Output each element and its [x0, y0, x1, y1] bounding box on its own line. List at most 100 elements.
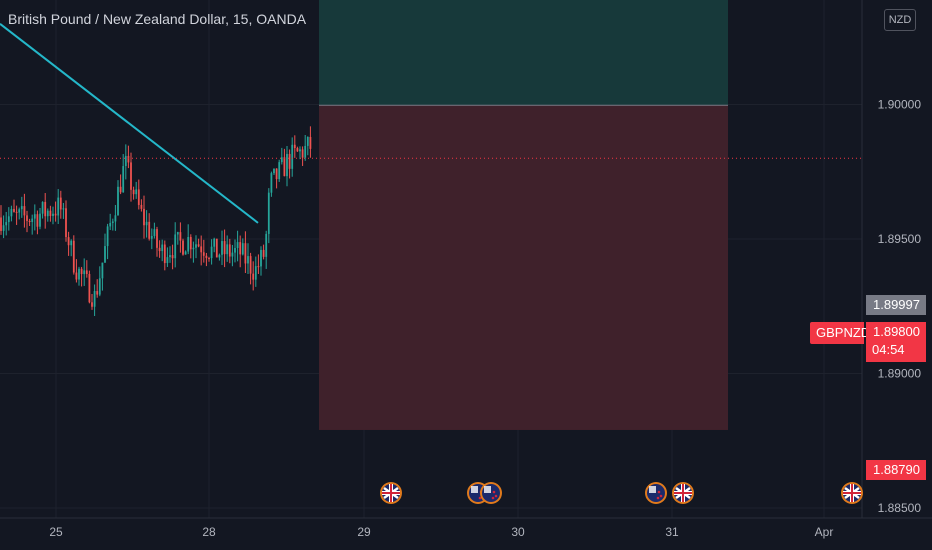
candle-body [223, 241, 226, 255]
time-tick-label: 28 [202, 525, 216, 539]
candle-body [59, 197, 62, 210]
candle-body [83, 270, 86, 275]
symbol-tag: GBPNZD [810, 322, 870, 344]
candle-body [72, 240, 75, 273]
candle-body [153, 229, 156, 236]
candle-body [304, 145, 307, 158]
candle-body [114, 215, 117, 222]
candle-body [111, 221, 114, 223]
candle-body [166, 257, 169, 264]
candle-body [41, 201, 44, 214]
candle-body [75, 272, 78, 280]
price-tick-label: 1.89500 [878, 232, 922, 246]
candle-body [106, 226, 109, 247]
candle-body [195, 244, 197, 248]
candle-body [122, 166, 125, 193]
flag-cross-red [682, 484, 684, 502]
candle-body [135, 189, 138, 195]
candle-body [148, 221, 151, 239]
candle-body [15, 211, 18, 213]
candle-body [137, 189, 140, 205]
price-tick-label: 1.89000 [878, 367, 922, 381]
candle-body [247, 256, 249, 264]
stop-price-tag: 1.88790 [866, 460, 926, 480]
flag-star [492, 490, 496, 494]
candle-body [273, 168, 275, 174]
flag-star [659, 494, 663, 498]
price-tick-label: 1.90000 [878, 98, 922, 112]
profit-zone [319, 0, 728, 106]
candle-body [119, 186, 122, 193]
candle-body [161, 244, 164, 252]
candle-body [197, 244, 200, 247]
candle-body [91, 302, 93, 307]
candle-body [80, 268, 83, 275]
candle-body [228, 244, 231, 257]
candle-body [158, 247, 161, 252]
candle-body [213, 238, 216, 247]
candle-body [270, 173, 273, 193]
economic-events [380, 482, 863, 504]
candle-body [288, 153, 291, 169]
candle-body [26, 215, 28, 221]
candle-body [296, 148, 299, 152]
candle-body [93, 291, 96, 307]
candle-body [140, 204, 143, 209]
candle-body [306, 136, 309, 146]
candle-body [145, 221, 148, 226]
flag-star [656, 496, 660, 500]
uk-flag-icon[interactable] [672, 482, 694, 504]
trendline-segment [0, 23, 259, 224]
price-axis: 1.920001.915001.910001.905001.900001.895… [861, 0, 922, 518]
candle-body [252, 273, 255, 280]
candle-body [200, 246, 203, 253]
candle-body [208, 257, 210, 259]
candle-body [130, 162, 132, 190]
candle-body [278, 162, 281, 180]
price-tick-label: 1.88500 [878, 501, 922, 515]
candle-body [176, 232, 179, 235]
target-price-tag: 1.89997 [866, 295, 926, 315]
candle-body [182, 240, 184, 255]
candle-body [241, 243, 244, 255]
candle-body [267, 192, 270, 234]
candle-body [18, 209, 21, 213]
candle-body [44, 201, 47, 217]
candle-body [249, 256, 252, 274]
candle-body [291, 144, 294, 169]
candle-body [0, 217, 2, 231]
candle-body [169, 255, 171, 258]
candle-body [78, 268, 80, 280]
candle-body [65, 208, 67, 238]
candle-body [39, 213, 41, 227]
candle-body [254, 266, 257, 280]
uk-flag-icon[interactable] [841, 482, 863, 504]
time-axis: 25 28 29 30 31 Apr [0, 517, 932, 539]
candle-body [36, 214, 39, 227]
candle-body [62, 208, 65, 210]
candle-body [10, 208, 13, 217]
candle-body [265, 233, 268, 257]
currency-badge[interactable]: NZD [884, 9, 916, 31]
candle-series [0, 126, 312, 316]
candle-body [171, 255, 174, 259]
nz-flag-icon[interactable] [645, 482, 667, 504]
candle-body [189, 236, 192, 250]
candle-body [31, 218, 34, 222]
nz-flag-icon[interactable] [480, 482, 502, 504]
time-tick-label: 30 [511, 525, 525, 539]
uk-flag-icon[interactable] [380, 482, 402, 504]
candle-body [299, 149, 301, 152]
candle-body [187, 236, 190, 252]
candle-body [231, 252, 234, 257]
candle-body [262, 249, 265, 257]
candle-body [283, 157, 286, 177]
candle-body [96, 291, 99, 295]
candle-body [163, 244, 166, 264]
candle-body [184, 251, 187, 255]
candle-body [70, 240, 73, 246]
candle-body [221, 241, 223, 255]
candle-body [23, 206, 26, 216]
candle-body [309, 136, 312, 149]
